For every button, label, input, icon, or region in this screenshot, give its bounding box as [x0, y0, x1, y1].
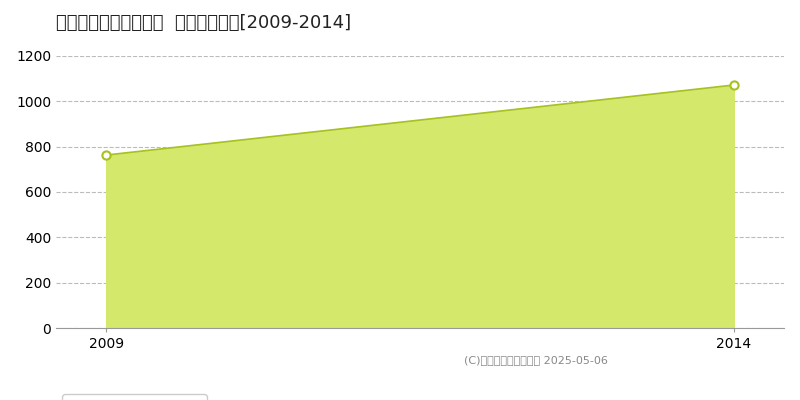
- Text: 西臼杵郡高千穂町下野  林地価格推移[2009-2014]: 西臼杵郡高千穂町下野 林地価格推移[2009-2014]: [56, 14, 351, 32]
- Point: [100, 152, 113, 158]
- Text: (C)土地価格ドットコム 2025-05-06: (C)土地価格ドットコム 2025-05-06: [464, 355, 608, 365]
- Legend: 林地価格 平均坪単価(円/坪): 林地価格 平均坪単価(円/坪): [62, 394, 206, 400]
- Point: [727, 82, 740, 88]
